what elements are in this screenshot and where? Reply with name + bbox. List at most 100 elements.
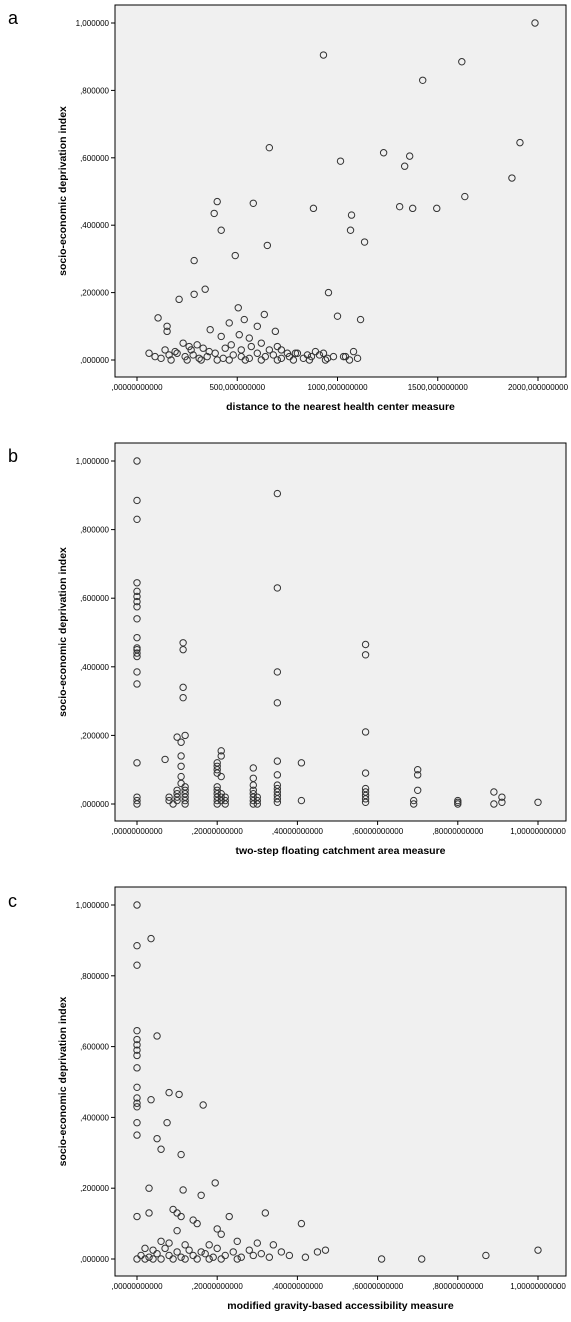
data-point [133, 668, 141, 676]
x-tick-label: ,00000000000 [111, 827, 163, 836]
data-point [377, 1255, 386, 1263]
data-point [233, 1255, 241, 1263]
data-point [257, 1249, 266, 1258]
x-tick-label: ,20000000000 [192, 827, 244, 836]
data-point [177, 738, 185, 746]
data-point [133, 1046, 141, 1054]
data-point [190, 290, 198, 298]
data-point [247, 342, 255, 351]
data-point [273, 356, 282, 364]
y-tick-label: ,600000 [80, 1043, 109, 1052]
data-point [237, 1253, 245, 1261]
data-point [145, 1253, 153, 1261]
data-point [133, 1041, 141, 1049]
data-point [177, 1212, 185, 1221]
data-point [133, 1099, 141, 1107]
x-tick-label: ,40000000000 [272, 1282, 324, 1291]
data-point [534, 1246, 542, 1254]
y-tick-label: ,800000 [80, 526, 109, 535]
data-point [249, 764, 257, 772]
data-point [199, 344, 207, 352]
data-point [454, 800, 462, 808]
data-point [531, 19, 539, 27]
data-point [414, 786, 422, 794]
y-tick-label: ,400000 [80, 663, 109, 672]
plot-area [114, 886, 567, 1277]
data-point [263, 241, 272, 250]
data-point [133, 496, 141, 505]
data-point [147, 1096, 155, 1104]
data-point [309, 204, 318, 213]
data-point [231, 251, 239, 260]
data-point [240, 315, 248, 324]
data-point [213, 356, 221, 364]
data-point [161, 346, 169, 354]
data-point [189, 1216, 197, 1224]
y-tick-label: ,400000 [80, 1113, 109, 1122]
data-point [273, 795, 282, 803]
scatter-panel-c: c ,000000 ,200000 ,400000 ,600000 ,800000 1,00… [8, 886, 567, 1312]
data-point [190, 256, 198, 265]
data-point [395, 202, 404, 211]
data-point [171, 347, 179, 356]
data-point [177, 762, 185, 770]
data-point [163, 1119, 171, 1127]
data-point [133, 579, 141, 587]
data-point [211, 1179, 219, 1187]
data-point [213, 197, 221, 206]
data-point [197, 1191, 205, 1199]
data-point [213, 1244, 221, 1253]
data-point [173, 793, 181, 801]
x-tick-label: 1,00000000000 [510, 827, 566, 836]
data-point [273, 798, 282, 806]
data-point [141, 1255, 149, 1263]
data-point [177, 1253, 185, 1261]
data-point [297, 796, 306, 805]
data-point [133, 592, 141, 601]
data-point [379, 149, 388, 157]
data-point [329, 352, 338, 361]
data-point [321, 356, 330, 364]
data-point [177, 752, 185, 760]
data-point [253, 1239, 261, 1247]
data-point [205, 1241, 213, 1249]
data-point [297, 759, 306, 767]
data-point [229, 351, 237, 359]
data-point [508, 174, 516, 182]
data-point [193, 1255, 201, 1263]
data-point [283, 349, 292, 357]
x-tick-label: ,20000000000 [192, 1282, 244, 1291]
data-point [249, 1251, 257, 1260]
y-tick-label: ,600000 [80, 594, 109, 603]
y-tick-label: 1,000000 [76, 457, 110, 466]
data-point [169, 1255, 177, 1263]
data-point [249, 199, 257, 207]
x-axis-label: distance to the nearest health center me… [226, 401, 455, 413]
data-point [179, 693, 187, 702]
data-point [179, 1186, 187, 1194]
data-point [361, 769, 370, 777]
y-tick-label: ,400000 [80, 221, 109, 230]
data-point [157, 1237, 165, 1246]
data-point [133, 603, 141, 611]
data-point [147, 934, 155, 943]
data-point [361, 798, 370, 806]
data-point [221, 800, 229, 808]
data-point [165, 1239, 173, 1247]
data-point [303, 351, 312, 359]
data-point [361, 640, 370, 649]
data-point [165, 793, 173, 801]
x-tick-label: 2000,000000000 [508, 383, 569, 392]
scatter-panel-b: b ,000000 ,200000 ,400000 ,600000 ,800000 1,00… [8, 442, 567, 857]
y-tick-label: ,800000 [80, 972, 109, 981]
data-point [273, 757, 282, 765]
data-point [260, 310, 269, 319]
data-point [257, 339, 266, 347]
data-point [349, 347, 358, 356]
data-point [409, 796, 418, 805]
data-point [273, 699, 282, 707]
data-point [361, 651, 370, 659]
data-point [149, 1255, 157, 1263]
data-point [241, 356, 249, 364]
y-axis-label: socio-economic deprivation index [57, 547, 69, 717]
